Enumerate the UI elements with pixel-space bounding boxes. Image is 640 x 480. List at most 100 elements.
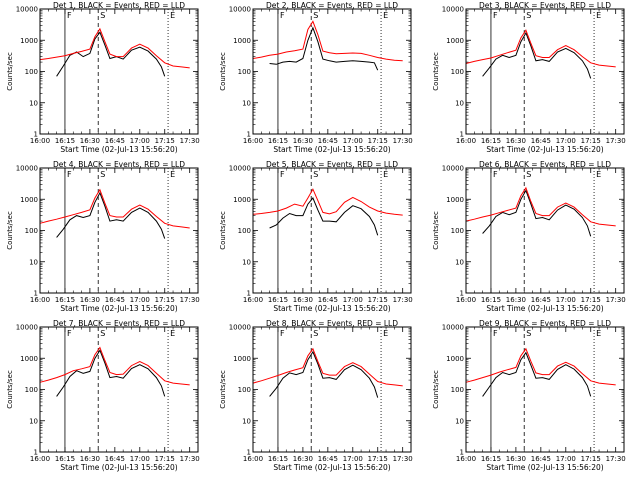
x-tick-label: 16:30 (80, 296, 100, 304)
marker-label-s: S (526, 11, 531, 20)
y-tick-label: 1 (247, 449, 251, 457)
x-tick-label: 16:15 (481, 455, 501, 463)
panel-title: Det 6, BLACK = Events, RED = LLD (479, 160, 611, 169)
x-tick-label: 17:15 (368, 455, 388, 463)
x-axis-label: Start Time (02-Jul-13 15:56:20) (60, 304, 177, 313)
x-tick-label: 16:45 (105, 455, 125, 463)
x-tick-label: 17:00 (130, 455, 150, 463)
x-tick-label: 16:45 (318, 137, 338, 145)
x-tick-label: 16:30 (293, 296, 313, 304)
y-tick-label: 100 (238, 227, 251, 235)
x-tick-label: 17:30 (393, 137, 413, 145)
marker-label-f: F (280, 170, 285, 179)
plot-frame (252, 167, 412, 294)
y-tick-label: 10 (242, 258, 251, 266)
x-tick-label: 16:30 (80, 455, 100, 463)
plot-frame (465, 167, 625, 294)
x-tick-label: 16:45 (318, 455, 338, 463)
marker-label-s: S (100, 170, 105, 179)
events-series (269, 350, 379, 398)
y-tick-label: 10000 (442, 324, 464, 332)
y-tick-label: 1000 (233, 37, 251, 45)
y-tick-label: 10 (29, 258, 38, 266)
marker-label-s: S (100, 329, 105, 338)
marker-label-e: E (383, 329, 388, 338)
marker-label-s: S (526, 329, 531, 338)
lld-series (465, 29, 616, 68)
x-tick-label: 17:15 (368, 296, 388, 304)
marker-label-e: E (170, 170, 175, 179)
x-tick-label: 17:30 (180, 296, 200, 304)
y-tick-label: 1 (247, 131, 251, 139)
plot-frame (252, 326, 412, 453)
y-tick-label: 10 (455, 99, 464, 107)
y-tick-label: 100 (451, 68, 464, 76)
y-tick-label: 10 (242, 99, 251, 107)
x-axis-label: Start Time (02-Jul-13 15:56:20) (486, 304, 603, 313)
x-tick-label: 16:15 (481, 296, 501, 304)
x-tick-label: 17:15 (155, 455, 175, 463)
x-axis-label: Start Time (02-Jul-13 15:56:20) (486, 145, 603, 154)
y-tick-label: 1000 (446, 37, 464, 45)
x-axis-label: Start Time (02-Jul-13 15:56:20) (486, 463, 603, 472)
y-axis-label: Counts/sec (6, 211, 14, 250)
x-tick-label: 17:00 (343, 455, 363, 463)
events-series (269, 26, 379, 71)
y-tick-label: 1000 (446, 355, 464, 363)
events-series (482, 189, 592, 237)
panel-title: Det 7, BLACK = Events, RED = LLD (53, 319, 185, 328)
y-axis-label: Counts/sec (432, 370, 440, 409)
y-tick-label: 10 (29, 417, 38, 425)
x-tick-label: 16:15 (55, 137, 75, 145)
y-tick-label: 10000 (229, 6, 251, 14)
x-tick-label: 16:00 (456, 455, 476, 463)
y-tick-label: 1 (34, 449, 38, 457)
y-axis-label: Counts/sec (6, 52, 14, 91)
y-axis-label: Counts/sec (219, 370, 227, 409)
marker-label-f: F (493, 329, 498, 338)
x-tick-label: 17:15 (581, 296, 601, 304)
panel-title: Det 3, BLACK = Events, RED = LLD (479, 1, 611, 10)
marker-label-e: E (170, 329, 175, 338)
lld-series (39, 27, 190, 69)
x-tick-label: 16:30 (506, 296, 526, 304)
marker-label-s: S (100, 11, 105, 20)
lld-series (252, 20, 403, 62)
x-tick-label: 16:00 (243, 296, 263, 304)
x-tick-label: 16:45 (531, 455, 551, 463)
x-axis-label: Start Time (02-Jul-13 15:56:20) (273, 463, 390, 472)
y-tick-label: 10000 (16, 165, 38, 173)
panel-title: Det 9, BLACK = Events, RED = LLD (479, 319, 611, 328)
plot-frame (39, 167, 199, 294)
panel-title: Det 8, BLACK = Events, RED = LLD (266, 319, 398, 328)
x-tick-label: 16:15 (268, 137, 288, 145)
x-tick-label: 17:00 (556, 296, 576, 304)
plot-frame (39, 8, 199, 135)
plot-frame (465, 326, 625, 453)
x-tick-label: 17:00 (556, 137, 576, 145)
y-tick-label: 1000 (233, 196, 251, 204)
y-axis-label: Counts/sec (6, 370, 14, 409)
x-tick-label: 17:15 (368, 137, 388, 145)
x-tick-label: 17:00 (130, 137, 150, 145)
y-tick-label: 1000 (233, 355, 251, 363)
x-tick-label: 17:15 (581, 137, 601, 145)
marker-label-f: F (493, 170, 498, 179)
x-tick-label: 16:00 (243, 137, 263, 145)
panel-title: Det 1, BLACK = Events, RED = LLD (53, 1, 185, 10)
y-tick-label: 10 (455, 258, 464, 266)
plot-frame (39, 326, 199, 453)
x-tick-label: 16:45 (318, 296, 338, 304)
x-tick-label: 17:00 (343, 137, 363, 145)
x-tick-label: 17:30 (393, 296, 413, 304)
x-tick-label: 16:30 (506, 137, 526, 145)
x-tick-label: 17:30 (606, 137, 626, 145)
events-series (482, 31, 592, 79)
y-axis-label: Counts/sec (219, 211, 227, 250)
y-tick-label: 100 (25, 68, 38, 76)
events-series (482, 351, 592, 397)
lld-series (39, 346, 190, 386)
